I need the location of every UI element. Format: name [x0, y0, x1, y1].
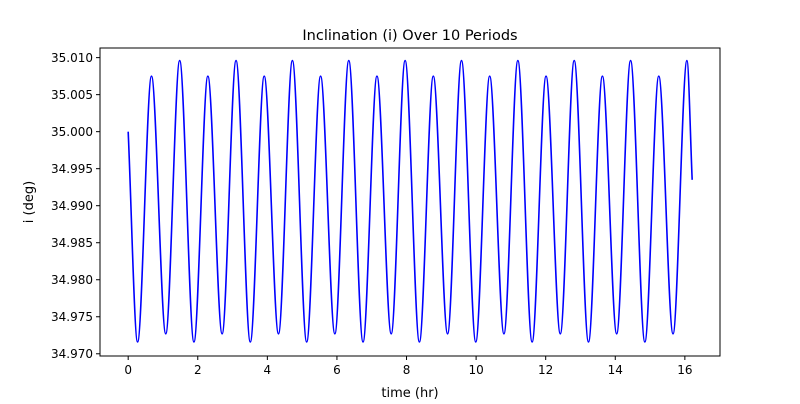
x-tick-label: 2 [194, 363, 202, 377]
y-axis-label: i (deg) [22, 181, 37, 223]
plot-lines [127, 59, 693, 343]
x-tick-label: 16 [677, 363, 692, 377]
y-tick-label: 34.985 [51, 236, 93, 250]
x-tick-label: 0 [124, 363, 132, 377]
x-tick-label: 4 [264, 363, 272, 377]
y-tick-label: 35.010 [51, 51, 93, 65]
x-tick-label: 8 [403, 363, 411, 377]
y-tick-label: 35.000 [51, 125, 93, 139]
y-tick-label: 34.970 [51, 347, 93, 361]
x-axis-label: time (hr) [381, 386, 438, 400]
x-axis-ticks: 0 2 4 6 8 10 12 14 16 [124, 356, 693, 377]
x-tick-label: 6 [333, 363, 341, 377]
x-tick-label: 10 [468, 363, 483, 377]
y-tick-label: 34.980 [51, 273, 93, 287]
series-line [127, 59, 693, 343]
y-tick-label: 34.975 [51, 310, 93, 324]
y-tick-label: 34.995 [51, 162, 93, 176]
y-axis-ticks: 34.970 34.975 34.980 34.985 34.990 34.995 35.0… [51, 51, 100, 361]
chart-title: Inclination (i) Over 10 Periods [302, 28, 517, 44]
x-tick-label: 14 [608, 363, 623, 377]
y-tick-label: 34.990 [51, 199, 93, 213]
y-tick-label: 35.005 [51, 88, 93, 102]
x-tick-label: 12 [538, 363, 553, 377]
plot-frame [99, 47, 721, 357]
